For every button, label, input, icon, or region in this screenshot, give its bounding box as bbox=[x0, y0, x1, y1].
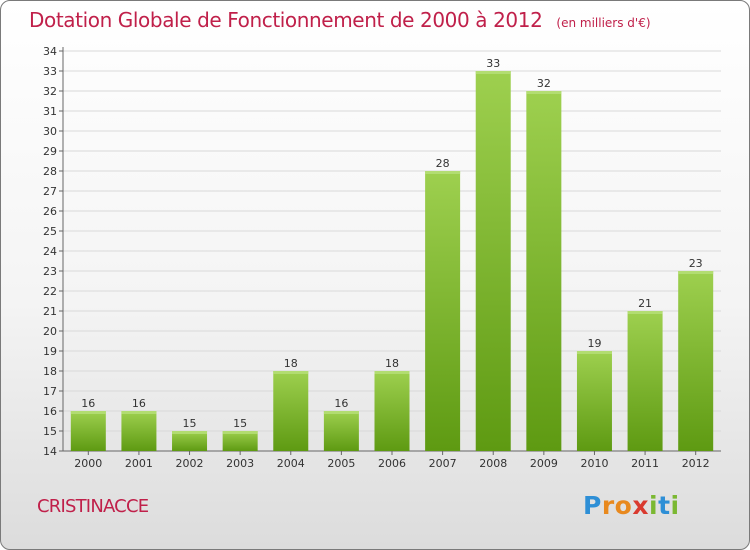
bar-highlight bbox=[627, 311, 663, 314]
x-tick-label: 2001 bbox=[125, 457, 153, 470]
x-tick-label: 2006 bbox=[378, 457, 406, 470]
bar bbox=[323, 411, 359, 451]
x-tick-label: 2004 bbox=[277, 457, 305, 470]
x-tick-label: 2003 bbox=[226, 457, 254, 470]
y-tick-label: 26 bbox=[43, 205, 57, 218]
data-label: 21 bbox=[638, 297, 652, 310]
bar-highlight bbox=[222, 431, 258, 434]
y-tick-label: 22 bbox=[43, 285, 57, 298]
bar-highlight bbox=[374, 371, 410, 374]
x-tick-label: 2011 bbox=[631, 457, 659, 470]
bar bbox=[172, 431, 208, 451]
proxiti-logo: Proxiti bbox=[583, 491, 680, 520]
x-tick-label: 2009 bbox=[530, 457, 558, 470]
title-text: Dotation Globale de Fonctionnement de 20… bbox=[29, 8, 543, 32]
y-tick-label: 20 bbox=[43, 325, 57, 338]
x-tick-label: 2010 bbox=[580, 457, 608, 470]
x-tick-label: 2005 bbox=[327, 457, 355, 470]
y-tick-label: 30 bbox=[43, 125, 57, 138]
bar bbox=[222, 431, 258, 451]
bar-highlight bbox=[121, 411, 157, 414]
data-label: 15 bbox=[233, 417, 247, 430]
x-tick-label: 2002 bbox=[176, 457, 204, 470]
bar bbox=[70, 411, 106, 451]
logo-letter: i bbox=[649, 491, 659, 520]
bar bbox=[526, 91, 562, 451]
logo-letter: o bbox=[614, 491, 633, 520]
x-tick-label: 2008 bbox=[479, 457, 507, 470]
y-tick-label: 24 bbox=[43, 245, 57, 258]
y-tick-label: 18 bbox=[43, 365, 57, 378]
logo-letter: P bbox=[583, 491, 602, 520]
data-label: 18 bbox=[284, 357, 298, 370]
chart-title: Dotation Globale de Fonctionnement de 20… bbox=[29, 8, 651, 32]
bar bbox=[576, 351, 612, 451]
logo-letter: x bbox=[632, 491, 649, 520]
bar bbox=[273, 371, 309, 451]
bar-highlight bbox=[576, 351, 612, 354]
y-tick-label: 33 bbox=[43, 65, 57, 78]
bar bbox=[678, 271, 714, 451]
data-label: 16 bbox=[334, 397, 348, 410]
y-tick-label: 25 bbox=[43, 225, 57, 238]
y-tick-label: 28 bbox=[43, 165, 57, 178]
bar bbox=[627, 311, 663, 451]
data-label: 28 bbox=[436, 157, 450, 170]
y-tick-label: 29 bbox=[43, 145, 57, 158]
y-tick-label: 14 bbox=[43, 445, 57, 458]
bar-highlight bbox=[273, 371, 309, 374]
y-tick-label: 15 bbox=[43, 425, 57, 438]
bar-highlight bbox=[323, 411, 359, 414]
y-tick-label: 27 bbox=[43, 185, 57, 198]
y-tick-label: 34 bbox=[43, 45, 57, 58]
bar-highlight bbox=[172, 431, 208, 434]
commune-name: CRISTINACCE bbox=[37, 496, 149, 517]
x-tick-labels: 2000 2001 2002 2003 2004 2005 2006 2007 2008 2009… bbox=[74, 451, 710, 470]
data-label: 33 bbox=[486, 57, 500, 70]
logo-letter: r bbox=[601, 491, 615, 520]
data-label: 23 bbox=[689, 257, 703, 270]
data-label: 18 bbox=[385, 357, 399, 370]
bar bbox=[374, 371, 410, 451]
y-tick-label: 23 bbox=[43, 265, 57, 278]
data-label: 15 bbox=[183, 417, 197, 430]
bar bbox=[425, 171, 461, 451]
y-tick-label: 16 bbox=[43, 405, 57, 418]
bar-highlight bbox=[70, 411, 106, 414]
data-labels: 16 16 15 15 18 16 18 28 33 32 19 21 23 bbox=[81, 57, 702, 430]
x-tick-label: 2000 bbox=[74, 457, 102, 470]
logo-letter: i bbox=[670, 491, 680, 520]
bar bbox=[121, 411, 157, 451]
bar bbox=[475, 71, 511, 451]
y-tick-label: 19 bbox=[43, 345, 57, 358]
bar-highlight bbox=[475, 71, 511, 74]
x-tick-label: 2007 bbox=[429, 457, 457, 470]
bar-highlight bbox=[678, 271, 714, 274]
data-label: 16 bbox=[132, 397, 146, 410]
y-tick-labels: 14 15 16 17 18 19 20 21 22 23 24 25 26 27 28 29 30 31 32 33… bbox=[43, 45, 57, 458]
y-tick-label: 21 bbox=[43, 305, 57, 318]
data-label: 16 bbox=[81, 397, 95, 410]
data-label: 19 bbox=[587, 337, 601, 350]
logo-letter: t bbox=[658, 491, 671, 520]
bars bbox=[70, 71, 714, 451]
y-tick-label: 17 bbox=[43, 385, 57, 398]
bar-highlight bbox=[526, 91, 562, 94]
y-tick-label: 31 bbox=[43, 105, 57, 118]
data-label: 32 bbox=[537, 77, 551, 90]
y-tick-label: 32 bbox=[43, 85, 57, 98]
x-tick-label: 2012 bbox=[682, 457, 710, 470]
bar-highlight bbox=[425, 171, 461, 174]
unit-label: (en milliers d'€) bbox=[556, 16, 651, 30]
